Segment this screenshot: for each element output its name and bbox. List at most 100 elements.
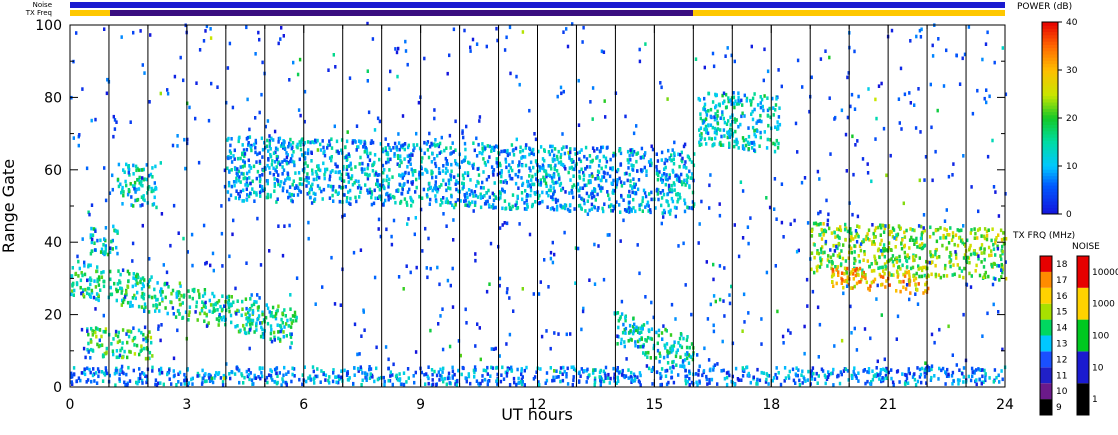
echo-cell bbox=[365, 378, 368, 382]
echo-cell bbox=[651, 147, 655, 152]
echo-cell bbox=[224, 322, 227, 327]
echo-cell bbox=[289, 143, 292, 147]
echo-cell bbox=[870, 262, 873, 266]
echo-cell bbox=[444, 182, 448, 187]
echo-cell bbox=[136, 281, 139, 286]
echo-cell bbox=[985, 233, 989, 238]
echo-cell bbox=[171, 306, 175, 310]
echo-cell bbox=[615, 200, 618, 204]
echo-cell bbox=[411, 182, 414, 186]
echo-cell bbox=[159, 366, 163, 371]
echo-cell bbox=[725, 371, 729, 375]
echo-cell bbox=[281, 188, 285, 193]
echo-cell bbox=[376, 173, 379, 177]
y-tick-label: 60 bbox=[44, 163, 62, 179]
echo-cell bbox=[237, 329, 241, 334]
echo-cell bbox=[366, 79, 369, 83]
echo-cell bbox=[752, 140, 756, 145]
echo-cell bbox=[825, 198, 828, 203]
echo-cell bbox=[741, 103, 744, 107]
echo-cell bbox=[274, 150, 277, 155]
echo-cell bbox=[728, 301, 732, 306]
echo-cell bbox=[986, 30, 989, 35]
echo-cell bbox=[690, 312, 693, 317]
echo-cell bbox=[86, 378, 90, 382]
echo-cell bbox=[911, 238, 915, 242]
echo-cell bbox=[219, 376, 223, 380]
echo-cell bbox=[623, 344, 626, 349]
echo-cell bbox=[256, 216, 259, 221]
echo-cell bbox=[677, 341, 680, 345]
echo-cell bbox=[914, 383, 918, 387]
echo-cell bbox=[124, 383, 127, 387]
echo-cell bbox=[914, 126, 918, 130]
echo-cell bbox=[494, 346, 497, 351]
echo-cell bbox=[357, 139, 361, 143]
echo-cell bbox=[266, 179, 269, 183]
echo-cell bbox=[190, 377, 193, 382]
y-axis-label: Range Gate bbox=[0, 159, 18, 253]
echo-cell bbox=[449, 146, 452, 150]
echo-cell bbox=[86, 286, 90, 291]
echo-cell bbox=[828, 96, 831, 100]
echo-cell bbox=[670, 344, 673, 349]
echo-cell bbox=[247, 143, 250, 147]
echo-cell bbox=[395, 50, 399, 55]
echo-cell bbox=[604, 164, 608, 169]
x-tick-label: 3 bbox=[182, 397, 191, 413]
echo-cell bbox=[128, 349, 131, 354]
echo-cell bbox=[816, 249, 819, 253]
echo-cell bbox=[984, 42, 988, 46]
echo-cell bbox=[345, 167, 349, 172]
echo-cell bbox=[619, 151, 623, 156]
echo-cell bbox=[305, 379, 308, 384]
echo-cell bbox=[386, 191, 389, 196]
echo-cell bbox=[511, 149, 515, 153]
echo-cell bbox=[672, 170, 675, 174]
echo-cell bbox=[520, 377, 524, 382]
echo-cell bbox=[698, 133, 702, 138]
echo-cell bbox=[840, 372, 843, 377]
echo-cell bbox=[208, 298, 211, 303]
echo-cell bbox=[670, 183, 673, 188]
echo-cell bbox=[659, 383, 662, 387]
echo-cell bbox=[726, 131, 730, 136]
echo-cell bbox=[723, 314, 726, 318]
echo-cell bbox=[379, 142, 382, 146]
echo-cell bbox=[759, 113, 762, 118]
echo-cell bbox=[974, 269, 977, 273]
echo-cell bbox=[853, 256, 856, 261]
echo-cell bbox=[962, 312, 965, 317]
x-tick-label: 9 bbox=[416, 397, 425, 413]
echo-cell bbox=[255, 176, 258, 181]
echo-cell bbox=[407, 171, 410, 176]
echo-cell bbox=[539, 280, 542, 284]
echo-cell bbox=[646, 320, 649, 325]
echo-cell bbox=[917, 282, 920, 286]
echo-cell bbox=[99, 250, 103, 254]
echo-cell bbox=[222, 376, 226, 381]
echo-cell bbox=[255, 300, 258, 304]
echo-cell bbox=[747, 241, 750, 246]
echo-cell bbox=[737, 146, 740, 150]
echo-cell bbox=[384, 198, 387, 203]
echo-cell bbox=[708, 381, 711, 385]
echo-cell bbox=[175, 383, 178, 387]
echo-cell bbox=[131, 259, 134, 263]
echo-cell bbox=[417, 100, 421, 105]
echo-cell bbox=[404, 49, 408, 53]
echo-cell bbox=[565, 332, 568, 337]
echo-cell bbox=[467, 160, 470, 165]
echo-cell bbox=[427, 376, 430, 381]
echo-cell bbox=[538, 383, 541, 387]
echo-cell bbox=[947, 372, 950, 377]
echo-cell bbox=[374, 196, 377, 201]
echo-cell bbox=[85, 291, 89, 296]
echo-cell bbox=[780, 84, 783, 89]
echo-cell bbox=[660, 196, 664, 200]
echo-cell bbox=[985, 100, 988, 105]
echo-cell bbox=[227, 183, 231, 188]
echo-cell bbox=[806, 221, 810, 225]
echo-cell bbox=[737, 99, 740, 103]
echo-cell bbox=[370, 139, 373, 143]
